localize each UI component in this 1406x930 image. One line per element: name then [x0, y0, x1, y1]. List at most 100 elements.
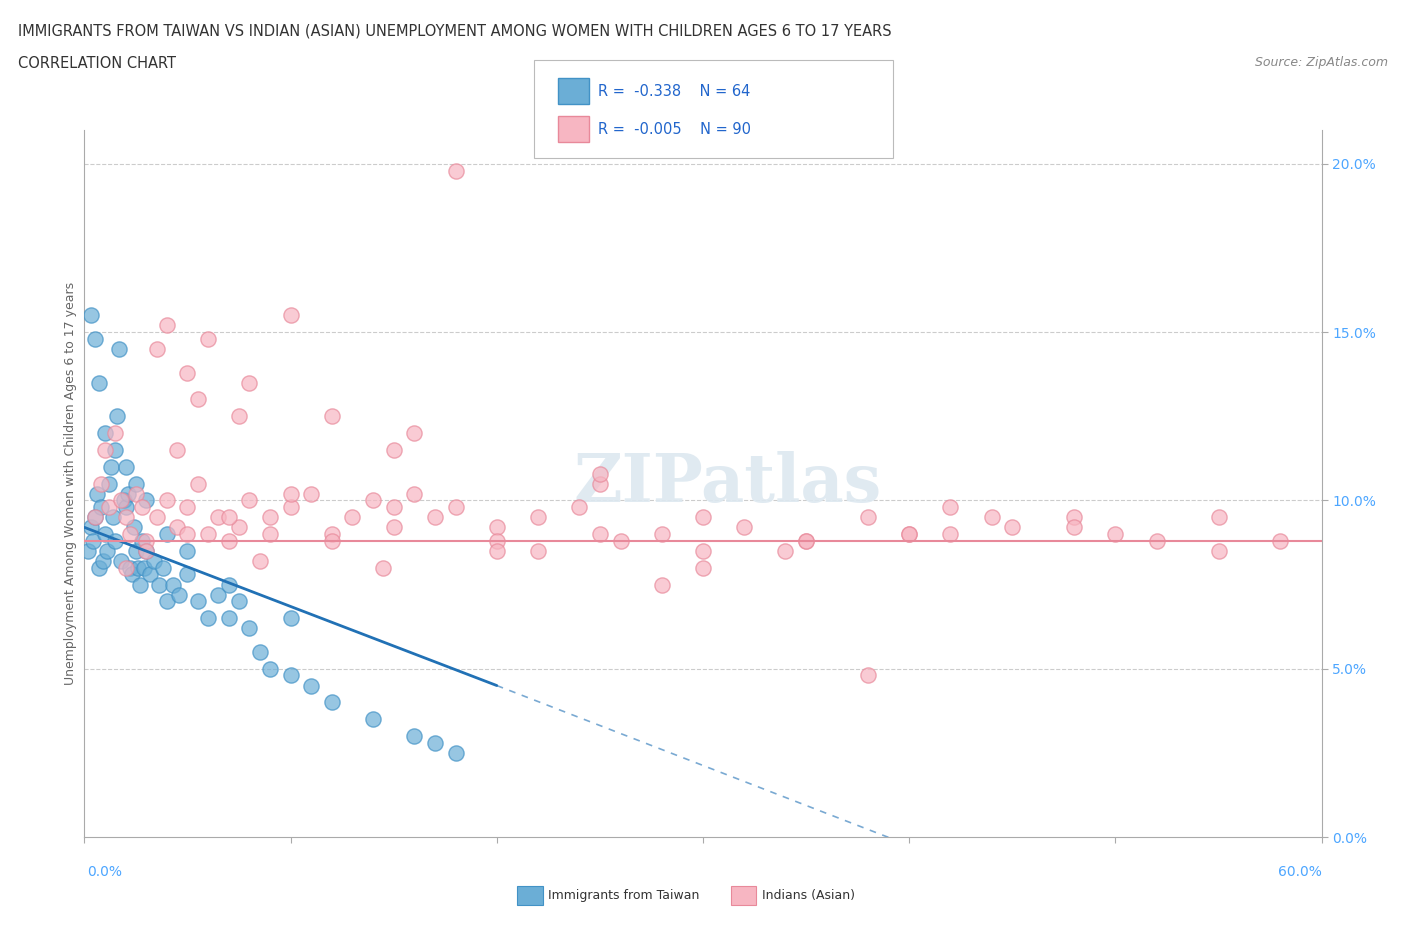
- Point: [135, 493, 157, 508]
- Point: [143, 553, 166, 568]
- Point: [100, 459, 122, 474]
- Text: CORRELATION CHART: CORRELATION CHART: [18, 56, 176, 71]
- Point: [125, 543, 148, 558]
- Point: [108, 341, 131, 356]
- Point: [939, 526, 962, 541]
- Point: [423, 510, 446, 525]
- Point: [238, 493, 260, 508]
- Point: [117, 486, 139, 501]
- Point: [259, 510, 281, 525]
- Point: [238, 621, 260, 636]
- Point: [207, 510, 229, 525]
- Point: [299, 678, 322, 693]
- Point: [156, 594, 179, 609]
- Point: [135, 543, 157, 558]
- Text: 0.0%: 0.0%: [87, 865, 122, 880]
- Point: [361, 493, 384, 508]
- Point: [118, 560, 141, 575]
- Point: [105, 409, 128, 424]
- Point: [444, 499, 467, 514]
- Point: [114, 510, 136, 525]
- Point: [104, 534, 127, 549]
- Text: ZIPatlas: ZIPatlas: [574, 451, 882, 516]
- Point: [156, 318, 179, 333]
- Point: [589, 526, 612, 541]
- Point: [83, 331, 105, 346]
- Point: [939, 499, 962, 514]
- Point: [692, 543, 714, 558]
- Point: [373, 560, 395, 575]
- Text: R =  -0.005    N = 90: R = -0.005 N = 90: [598, 122, 751, 137]
- Point: [114, 459, 136, 474]
- Point: [589, 476, 612, 491]
- Point: [1208, 510, 1230, 525]
- Point: [218, 510, 240, 525]
- Point: [90, 476, 112, 491]
- Point: [176, 499, 198, 514]
- Text: R =  -0.338    N = 64: R = -0.338 N = 64: [598, 84, 749, 99]
- Point: [321, 409, 343, 424]
- Point: [568, 499, 591, 514]
- Point: [166, 520, 188, 535]
- Point: [228, 409, 250, 424]
- Point: [259, 661, 281, 676]
- Point: [259, 526, 281, 541]
- Point: [156, 526, 179, 541]
- Point: [898, 526, 921, 541]
- Point: [775, 543, 797, 558]
- Point: [280, 611, 302, 626]
- Point: [82, 534, 104, 549]
- Point: [207, 587, 229, 602]
- Point: [94, 426, 117, 441]
- Point: [110, 493, 132, 508]
- Point: [125, 476, 148, 491]
- Point: [1270, 534, 1292, 549]
- Point: [651, 526, 673, 541]
- Point: [77, 543, 100, 558]
- Point: [733, 520, 755, 535]
- Point: [134, 560, 156, 575]
- Point: [218, 534, 240, 549]
- Point: [112, 493, 135, 508]
- Point: [91, 553, 114, 568]
- Point: [382, 499, 405, 514]
- Text: Indians (Asian): Indians (Asian): [762, 889, 855, 902]
- Point: [121, 567, 143, 582]
- Point: [1104, 526, 1126, 541]
- Point: [898, 526, 921, 541]
- Point: [98, 476, 121, 491]
- Point: [485, 543, 508, 558]
- Point: [361, 711, 384, 726]
- Point: [794, 534, 817, 549]
- Point: [156, 493, 179, 508]
- Point: [321, 695, 343, 710]
- Point: [280, 308, 302, 323]
- Point: [162, 578, 184, 592]
- Point: [423, 736, 446, 751]
- Point: [127, 560, 149, 575]
- Point: [856, 668, 879, 683]
- Point: [94, 443, 117, 458]
- Point: [187, 392, 209, 407]
- Point: [382, 520, 405, 535]
- Point: [110, 553, 132, 568]
- Point: [1063, 520, 1085, 535]
- Point: [114, 560, 136, 575]
- Point: [125, 486, 148, 501]
- Text: Source: ZipAtlas.com: Source: ZipAtlas.com: [1254, 56, 1388, 69]
- Point: [218, 611, 240, 626]
- Point: [444, 163, 467, 178]
- Point: [167, 587, 190, 602]
- Point: [980, 510, 1002, 525]
- Point: [485, 520, 508, 535]
- Point: [197, 526, 219, 541]
- Point: [79, 520, 101, 535]
- Point: [485, 534, 508, 549]
- Point: [692, 510, 714, 525]
- Point: [139, 567, 162, 582]
- Point: [86, 486, 108, 501]
- Point: [98, 499, 121, 514]
- Point: [609, 534, 631, 549]
- Point: [104, 443, 127, 458]
- Text: Immigrants from Taiwan: Immigrants from Taiwan: [548, 889, 700, 902]
